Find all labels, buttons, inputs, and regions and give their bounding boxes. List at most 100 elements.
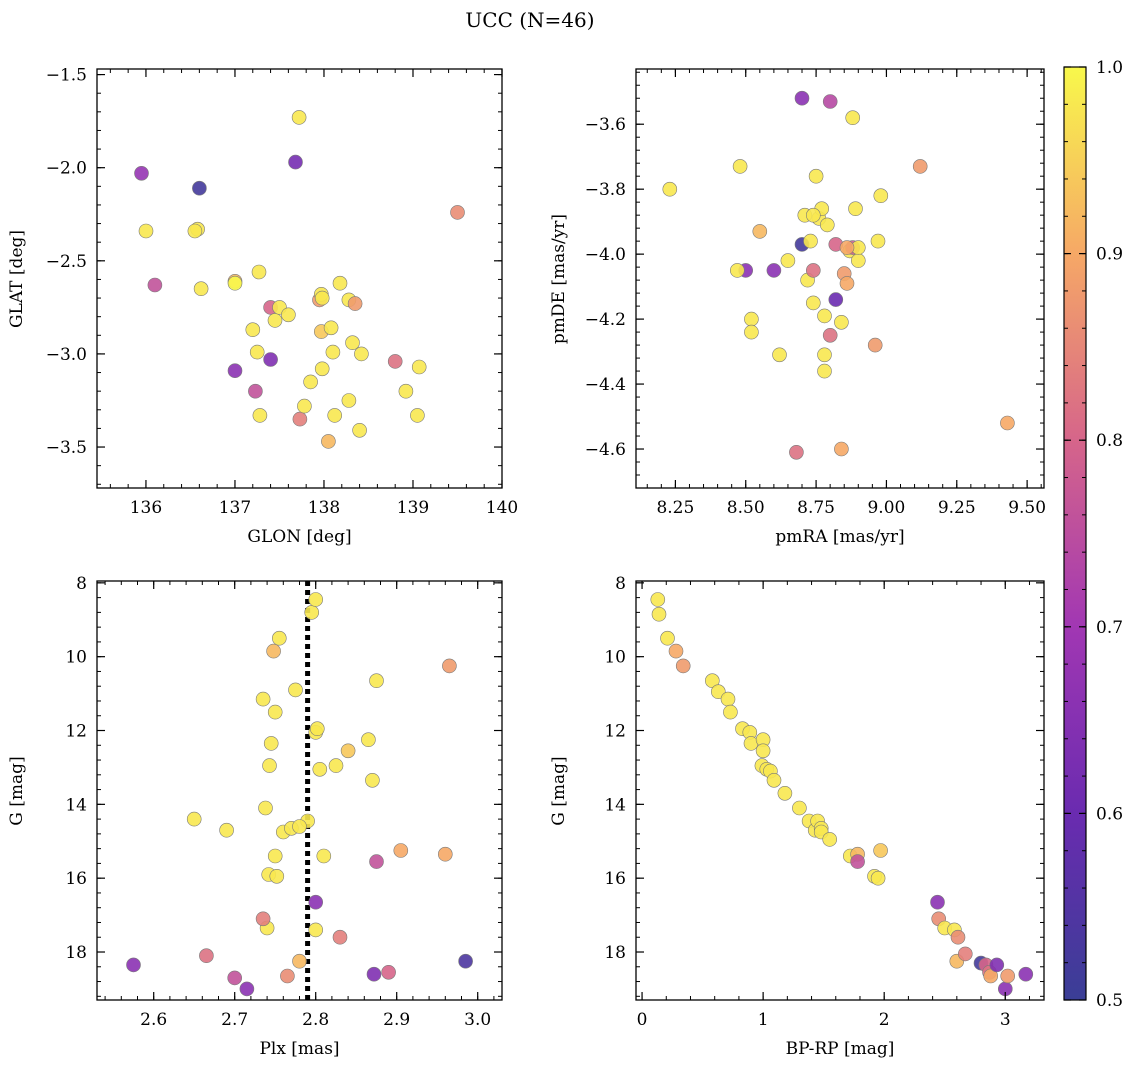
scatter-point	[805, 295, 821, 311]
scatter-point	[304, 605, 320, 620]
plot-area	[134, 110, 465, 449]
colorbar-ticks: 0.5 0.6 0.7 0.8 0.9 1.0	[1064, 58, 1123, 1011]
scatter-point	[291, 110, 307, 125]
y-tick-label: −4.0	[585, 245, 626, 265]
scatter-point	[766, 263, 782, 278]
y-tick-label: −2.0	[46, 159, 87, 179]
scatter-point	[957, 946, 973, 962]
colorbar-gradient	[1063, 66, 1087, 1001]
scatter-point	[219, 822, 234, 838]
x-tick-label: 1	[758, 1010, 769, 1030]
scatter-point	[239, 981, 255, 997]
scatter-point	[323, 320, 339, 336]
y-tick-label: 14	[604, 795, 626, 815]
scatter-point	[245, 322, 261, 338]
axes-frame	[635, 68, 1045, 489]
scatter-point	[989, 957, 1005, 973]
y-tick-label: −3.0	[46, 345, 87, 365]
scatter-point	[834, 441, 849, 457]
scatter-point	[251, 264, 267, 280]
scatter-point	[332, 929, 348, 945]
x-ticks: 136 137 138 139 140	[109, 69, 518, 518]
scatter-point	[1000, 968, 1016, 984]
y-tick-label: 16	[65, 869, 87, 889]
x-tick-label: 2.7	[221, 1010, 248, 1030]
y-ticks: −4.6 −4.4 −4.2 −4.0 −3.8 −3.6	[585, 71, 1044, 489]
y-tick-label: −2.5	[46, 252, 87, 272]
scatter-point	[792, 800, 807, 816]
y-tick-label: −3.6	[585, 115, 626, 135]
scatter-point	[828, 292, 844, 307]
scatter-point	[267, 704, 283, 720]
x-tick-label: 9.50	[1008, 498, 1046, 518]
scatter-point	[848, 201, 863, 216]
colorbar-tick-label: 0.9	[1096, 245, 1123, 265]
scatter-point	[822, 94, 838, 109]
figure-title: UCC (N=46)	[465, 8, 594, 32]
scatter-point	[314, 290, 330, 306]
scatter-point	[950, 929, 966, 945]
scatter-point	[870, 233, 886, 249]
scatter-point	[817, 308, 832, 324]
scatter-point	[249, 344, 265, 360]
scatter-point	[822, 832, 838, 847]
scatter-point	[983, 968, 999, 984]
scatter-point	[650, 592, 666, 607]
scatter-point	[263, 736, 279, 751]
scatter-point	[147, 277, 163, 293]
scatter-point	[267, 848, 283, 864]
scatter-point	[327, 408, 343, 423]
scatter-point	[662, 181, 678, 197]
y-tick-label: 10	[604, 648, 626, 668]
colorbar-tick-label: 0.8	[1096, 431, 1123, 451]
scatter-point	[347, 296, 363, 311]
x-ticks: 2.6 2.7 2.8 2.9 3.0	[104, 581, 495, 1030]
scatter-point	[850, 854, 865, 869]
scatter-point	[361, 732, 376, 748]
scatter-point	[819, 217, 835, 233]
scatter-point	[227, 970, 242, 986]
y-tick-label: −3.5	[46, 438, 87, 458]
scatter-point	[269, 868, 285, 884]
scatter-point	[437, 846, 453, 862]
scatter-point	[281, 307, 296, 323]
scatter-point	[187, 223, 203, 239]
scatter-point	[805, 207, 821, 223]
y-tick-label: 10	[65, 648, 87, 668]
colorbar-tick-label: 0.5	[1096, 991, 1123, 1011]
scatter-point	[303, 374, 318, 390]
scatter-point	[808, 168, 824, 184]
scatter-point	[766, 772, 782, 788]
scatter-point	[398, 383, 414, 399]
y-tick-label: −4.4	[585, 375, 626, 395]
panel-plx-g: 2.6 2.7 2.8 2.9 3.0 8 10 12 14 16 18 Plx [mas] G [ma…	[7, 574, 503, 1059]
scatter-point	[817, 347, 832, 363]
scatter-point	[381, 964, 396, 980]
scatter-point	[1000, 415, 1015, 431]
scatter-point	[805, 263, 821, 278]
x-tick-label: 0	[637, 1010, 648, 1030]
scatter-point	[192, 180, 207, 196]
scatter-point	[248, 383, 263, 399]
x-ticks: 8.25 8.50 8.75 9.00 9.25 9.50	[646, 69, 1046, 518]
scatter-point	[393, 843, 409, 858]
scatter-point	[199, 948, 214, 964]
x-tick-label: 2	[879, 1010, 890, 1030]
scatter-point	[365, 772, 380, 788]
scatter-point	[288, 682, 303, 698]
panels: 136 137 138 139 140−3.5−3.0−2.5−2.0−1.5GLON …	[7, 66, 1046, 1059]
y-axis-label: GLAT [deg]	[7, 230, 27, 328]
scatter-point	[817, 363, 832, 379]
scatter-point	[912, 159, 928, 174]
scatter-point	[288, 154, 303, 170]
x-axis-label: GLON [deg]	[247, 527, 351, 547]
x-axis-label: BP-RP [mag]	[786, 1039, 895, 1059]
scatter-point	[387, 354, 403, 369]
scatter-point	[822, 327, 838, 343]
scatter-point	[292, 819, 307, 834]
scatter-point	[675, 658, 691, 674]
scatter-point	[126, 957, 141, 973]
scatter-point	[267, 313, 283, 328]
y-tick-label: 18	[65, 943, 87, 963]
